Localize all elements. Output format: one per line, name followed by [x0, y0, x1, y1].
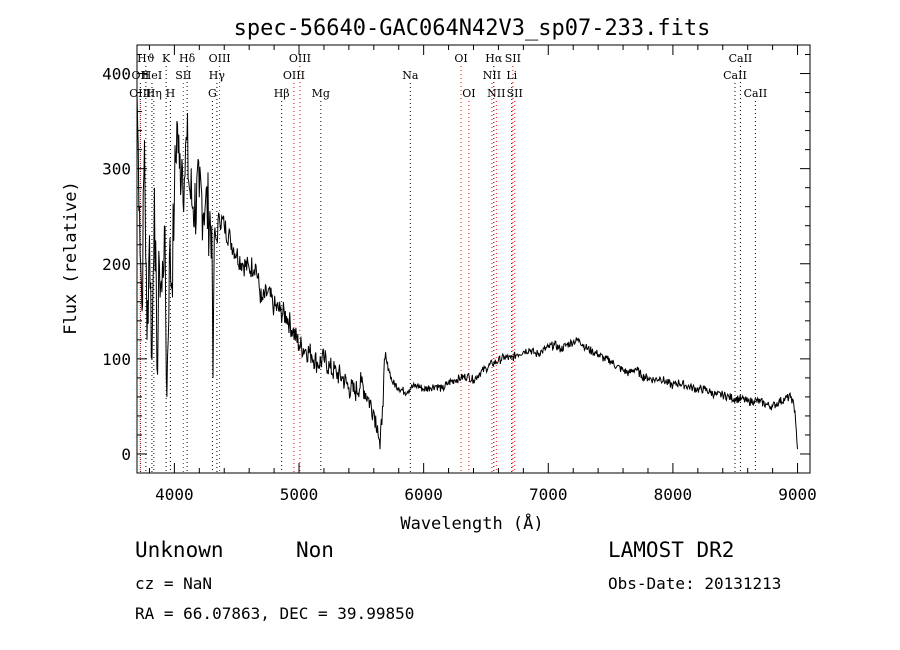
line-marker-label: Mg	[312, 87, 330, 100]
coordinates-label: RA = 66.07863, DEC = 39.99850	[135, 604, 415, 623]
line-marker-label: OIII	[289, 52, 311, 65]
line-marker-label: SII	[507, 87, 523, 100]
redshift-label: cz = NaN	[135, 574, 213, 593]
chart-title: spec-56640-GAC064N42V3_sp07-233.fits	[234, 16, 711, 41]
y-tick-label: 400	[102, 65, 131, 84]
line-marker-label: G	[208, 87, 217, 100]
x-tick-label: 6000	[404, 485, 443, 504]
x-tick-label: 9000	[778, 485, 817, 504]
y-tick-label: 100	[102, 350, 131, 369]
line-marker-label: Hβ	[274, 87, 290, 100]
line-marker-label: OII	[132, 69, 150, 82]
line-marker-label: Hδ	[179, 52, 196, 65]
line-marker-label: CaII	[729, 52, 753, 65]
subclass-label: Non	[296, 538, 334, 562]
line-marker-label: Li	[506, 69, 517, 82]
line-marker-label: Hη	[146, 87, 162, 100]
line-marker-label: CaII	[723, 69, 747, 82]
line-marker-label: NII	[483, 69, 501, 82]
flux-line	[136, 92, 798, 450]
line-marker-label: Hϑ	[137, 52, 155, 65]
y-tick-label: 300	[102, 160, 131, 179]
line-marker-label: SII	[505, 52, 521, 65]
x-tick-label: 5000	[280, 485, 319, 504]
line-marker-label: HeI	[142, 69, 162, 82]
line-marker-label: Hα	[485, 52, 503, 65]
x-axis-label: Wavelength (Å)	[400, 512, 543, 534]
line-marker-label: OIII	[283, 69, 305, 82]
y-tick-label: 200	[102, 255, 131, 274]
line-marker-label: OI	[462, 87, 475, 100]
obs-date-label: Obs-Date: 20131213	[608, 574, 782, 593]
y-tick-label: 0	[121, 445, 131, 464]
x-tick-label: 8000	[654, 485, 693, 504]
line-marker-label: Na	[402, 69, 419, 82]
line-marker-label: Hγ	[209, 69, 226, 82]
x-tick-label: 7000	[529, 485, 568, 504]
line-marker-label: OI	[454, 52, 467, 65]
line-marker-label: SII	[175, 69, 191, 82]
object-class-label: Unknown	[135, 538, 224, 562]
y-axis-label: Flux (relative)	[61, 181, 81, 335]
line-marker-label: CaII	[744, 87, 768, 100]
line-marker-label: K	[162, 52, 171, 65]
line-marker-label: OIII	[209, 52, 231, 65]
x-tick-label: 4000	[155, 485, 194, 504]
line-marker-label: OIII	[129, 87, 151, 100]
survey-label: LAMOST DR2	[608, 538, 735, 562]
line-marker-label: H	[166, 87, 176, 100]
axis-ticks: 4000 5000 6000 7000 8000 9000 0 100 200 300 400	[102, 45, 817, 504]
line-marker-label: NII	[487, 87, 505, 100]
